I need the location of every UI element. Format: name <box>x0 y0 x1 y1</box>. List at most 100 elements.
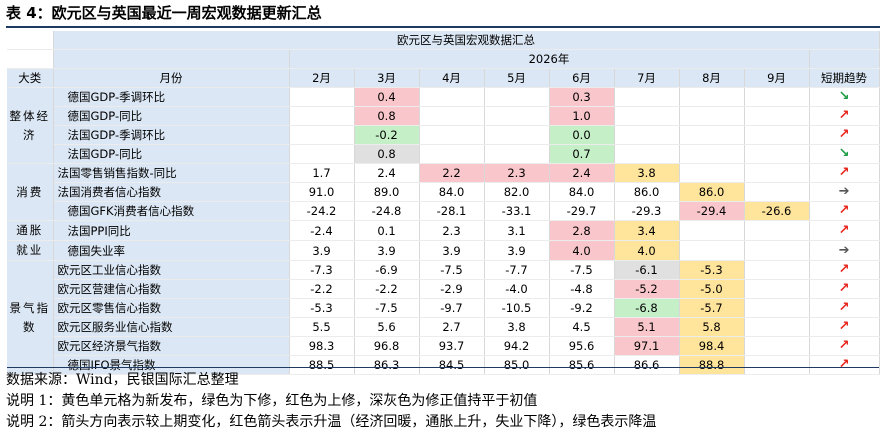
value-cell: -24.2 <box>289 201 355 221</box>
table-caption: 欧元区与英国宏观数据汇总 <box>53 31 880 50</box>
indicator-label: 欧元区经济景气指数 <box>53 336 290 356</box>
value-cell: -29.7 <box>549 201 615 221</box>
value-cell <box>679 106 745 126</box>
value-cell: 4.0 <box>549 240 615 261</box>
value-cell: 3.9 <box>354 240 420 261</box>
value-cell <box>484 125 550 145</box>
table-row: 欧元区经济景气指数 98.3 96.8 93.7 94.2 95.6 97.1 98.4 ↗ <box>7 336 880 356</box>
value-cell: 84.5 <box>419 355 485 375</box>
month-cell: 8月 <box>679 68 745 88</box>
indicator-label: 法国PPI同比 <box>53 220 290 241</box>
value-cell <box>614 125 680 145</box>
value-cell: 0.1 <box>354 220 420 241</box>
month-header: 月份 <box>53 68 290 88</box>
value-cell: -4.0 <box>484 279 550 299</box>
value-cell <box>744 355 810 375</box>
value-cell: 91.0 <box>289 182 355 202</box>
arrow-up-icon: ↗ <box>809 298 880 318</box>
value-cell <box>419 106 485 126</box>
table-row: 德国GFK消费者信心指数 -24.2 -24.8 -28.1 -33.1 -29.7 -29… <box>7 201 880 221</box>
value-cell <box>744 336 810 356</box>
value-cell: -7.5 <box>419 260 485 280</box>
table-row: 欧元区营建信心指数 -2.2 -2.2 -2.9 -4.0 -4.8 -5.2 -5.0 ↗ <box>7 279 880 299</box>
value-cell: -10.5 <box>484 298 550 318</box>
table-row: 法国消费者信心指数 91.0 89.0 84.0 82.0 84.0 86.0 86.0 ➔ <box>7 182 880 202</box>
value-cell <box>744 317 810 337</box>
month-cell: 2月 <box>289 68 355 88</box>
value-cell <box>744 125 810 145</box>
value-cell <box>679 144 745 164</box>
value-cell: -5.3 <box>679 260 745 280</box>
arrow-up-icon: ↗ <box>809 317 880 337</box>
value-cell: -4.8 <box>549 279 615 299</box>
value-cell: 84.0 <box>549 182 615 202</box>
notes-section: 数据来源：Wind，民银国际汇总整理 说明 1：黄色单元格为新发布，绿色为下修，… <box>6 370 656 433</box>
value-cell: -7.5 <box>354 298 420 318</box>
category-cell: 消费 <box>7 163 54 221</box>
value-cell: 1.7 <box>289 163 355 183</box>
value-cell <box>744 144 810 164</box>
month-cell: 5月 <box>484 68 550 88</box>
value-cell: -0.2 <box>354 125 420 145</box>
indicator-label: 德国GFK消费者信心指数 <box>53 201 290 221</box>
table-row: 欧元区服务业信心指数 5.5 5.6 2.7 3.8 4.5 5.1 5.8 ↗ <box>7 317 880 337</box>
value-cell: 2.4 <box>549 163 615 183</box>
month-cell: 3月 <box>354 68 420 88</box>
value-cell: 0.4 <box>354 87 420 107</box>
value-cell: 86.0 <box>614 182 680 202</box>
table-row: 法国GDP-同比 0.8 0.7 ↘ <box>7 144 880 164</box>
value-cell <box>289 125 355 145</box>
value-cell: 4.5 <box>549 317 615 337</box>
value-cell: 86.3 <box>354 355 420 375</box>
indicator-label: 欧元区营建信心指数 <box>53 279 290 299</box>
value-cell: 86.6 <box>614 355 680 375</box>
value-cell: 0.0 <box>549 125 615 145</box>
value-cell: 3.8 <box>614 163 680 183</box>
table-row: 就业 德国失业率 3.9 3.9 3.9 3.9 4.0 4.0 ➔ <box>7 240 880 261</box>
value-cell: 3.4 <box>614 220 680 241</box>
value-cell: 2.8 <box>549 220 615 241</box>
arrow-up-icon: ↗ <box>809 220 880 241</box>
value-cell: -5.7 <box>679 298 745 318</box>
value-cell: 3.9 <box>289 240 355 261</box>
table-title: 表 4：欧元区与英国最近一周宏观数据更新汇总 <box>6 4 322 22</box>
value-cell <box>744 87 810 107</box>
value-cell: 0.3 <box>549 87 615 107</box>
table-row: 德国IFO景气指数 88.5 86.3 84.5 85.0 85.6 86.6 88.8 ↗ <box>7 355 880 375</box>
value-cell: 0.8 <box>354 144 420 164</box>
value-cell <box>419 87 485 107</box>
value-cell: -6.8 <box>614 298 680 318</box>
category-cell: 景气指数 <box>7 260 54 375</box>
table-row: 通胀 法国PPI同比 -2.4 0.1 2.3 3.1 2.8 3.4 ↗ <box>7 220 880 241</box>
value-cell: -5.2 <box>614 279 680 299</box>
value-cell <box>289 87 355 107</box>
value-cell: 5.5 <box>289 317 355 337</box>
value-cell <box>744 182 810 202</box>
value-cell: 98.3 <box>289 336 355 356</box>
value-cell: 88.8 <box>679 355 745 375</box>
indicator-label: 法国GDP-同比 <box>53 144 290 164</box>
value-cell: 98.4 <box>679 336 745 356</box>
value-cell: 2.4 <box>354 163 420 183</box>
table-row: 景气指数 欧元区工业信心指数 -7.3 -6.9 -7.5 -7.7 -7.5 -6.1 -5.… <box>7 260 880 375</box>
table-row: 欧元区零售信心指数 -5.3 -7.5 -9.7 -10.5 -9.2 -6.8 -5.7 ↗ <box>7 298 880 318</box>
value-cell: -7.3 <box>289 260 355 280</box>
value-cell <box>419 125 485 145</box>
arrow-up-icon: ↗ <box>809 201 880 221</box>
value-cell <box>744 279 810 299</box>
arrow-up-icon: ↗ <box>809 125 880 145</box>
month-cell: 7月 <box>614 68 680 88</box>
indicator-label: 法国消费者信心指数 <box>53 182 290 202</box>
indicator-label: 欧元区零售信心指数 <box>53 298 290 318</box>
value-cell: 2.2 <box>419 163 485 183</box>
value-cell <box>419 144 485 164</box>
category-cell: 整体经济 <box>7 87 54 164</box>
value-cell: 94.2 <box>484 336 550 356</box>
value-cell <box>744 106 810 126</box>
value-cell: -29.3 <box>614 201 680 221</box>
value-cell <box>484 106 550 126</box>
indicator-label: 欧元区工业信心指数 <box>53 260 290 280</box>
trend-header: 短期趋势 <box>809 68 880 88</box>
table-row: 消费 法国零售销售指数-同比 1.7 2.4 2.2 2.3 2.4 3.8 ↗ <box>7 163 880 221</box>
header-row-months: 大类 月份 2月 3月 4月 5月 6月 7月 8月 9月 短期趋势 <box>7 68 880 88</box>
